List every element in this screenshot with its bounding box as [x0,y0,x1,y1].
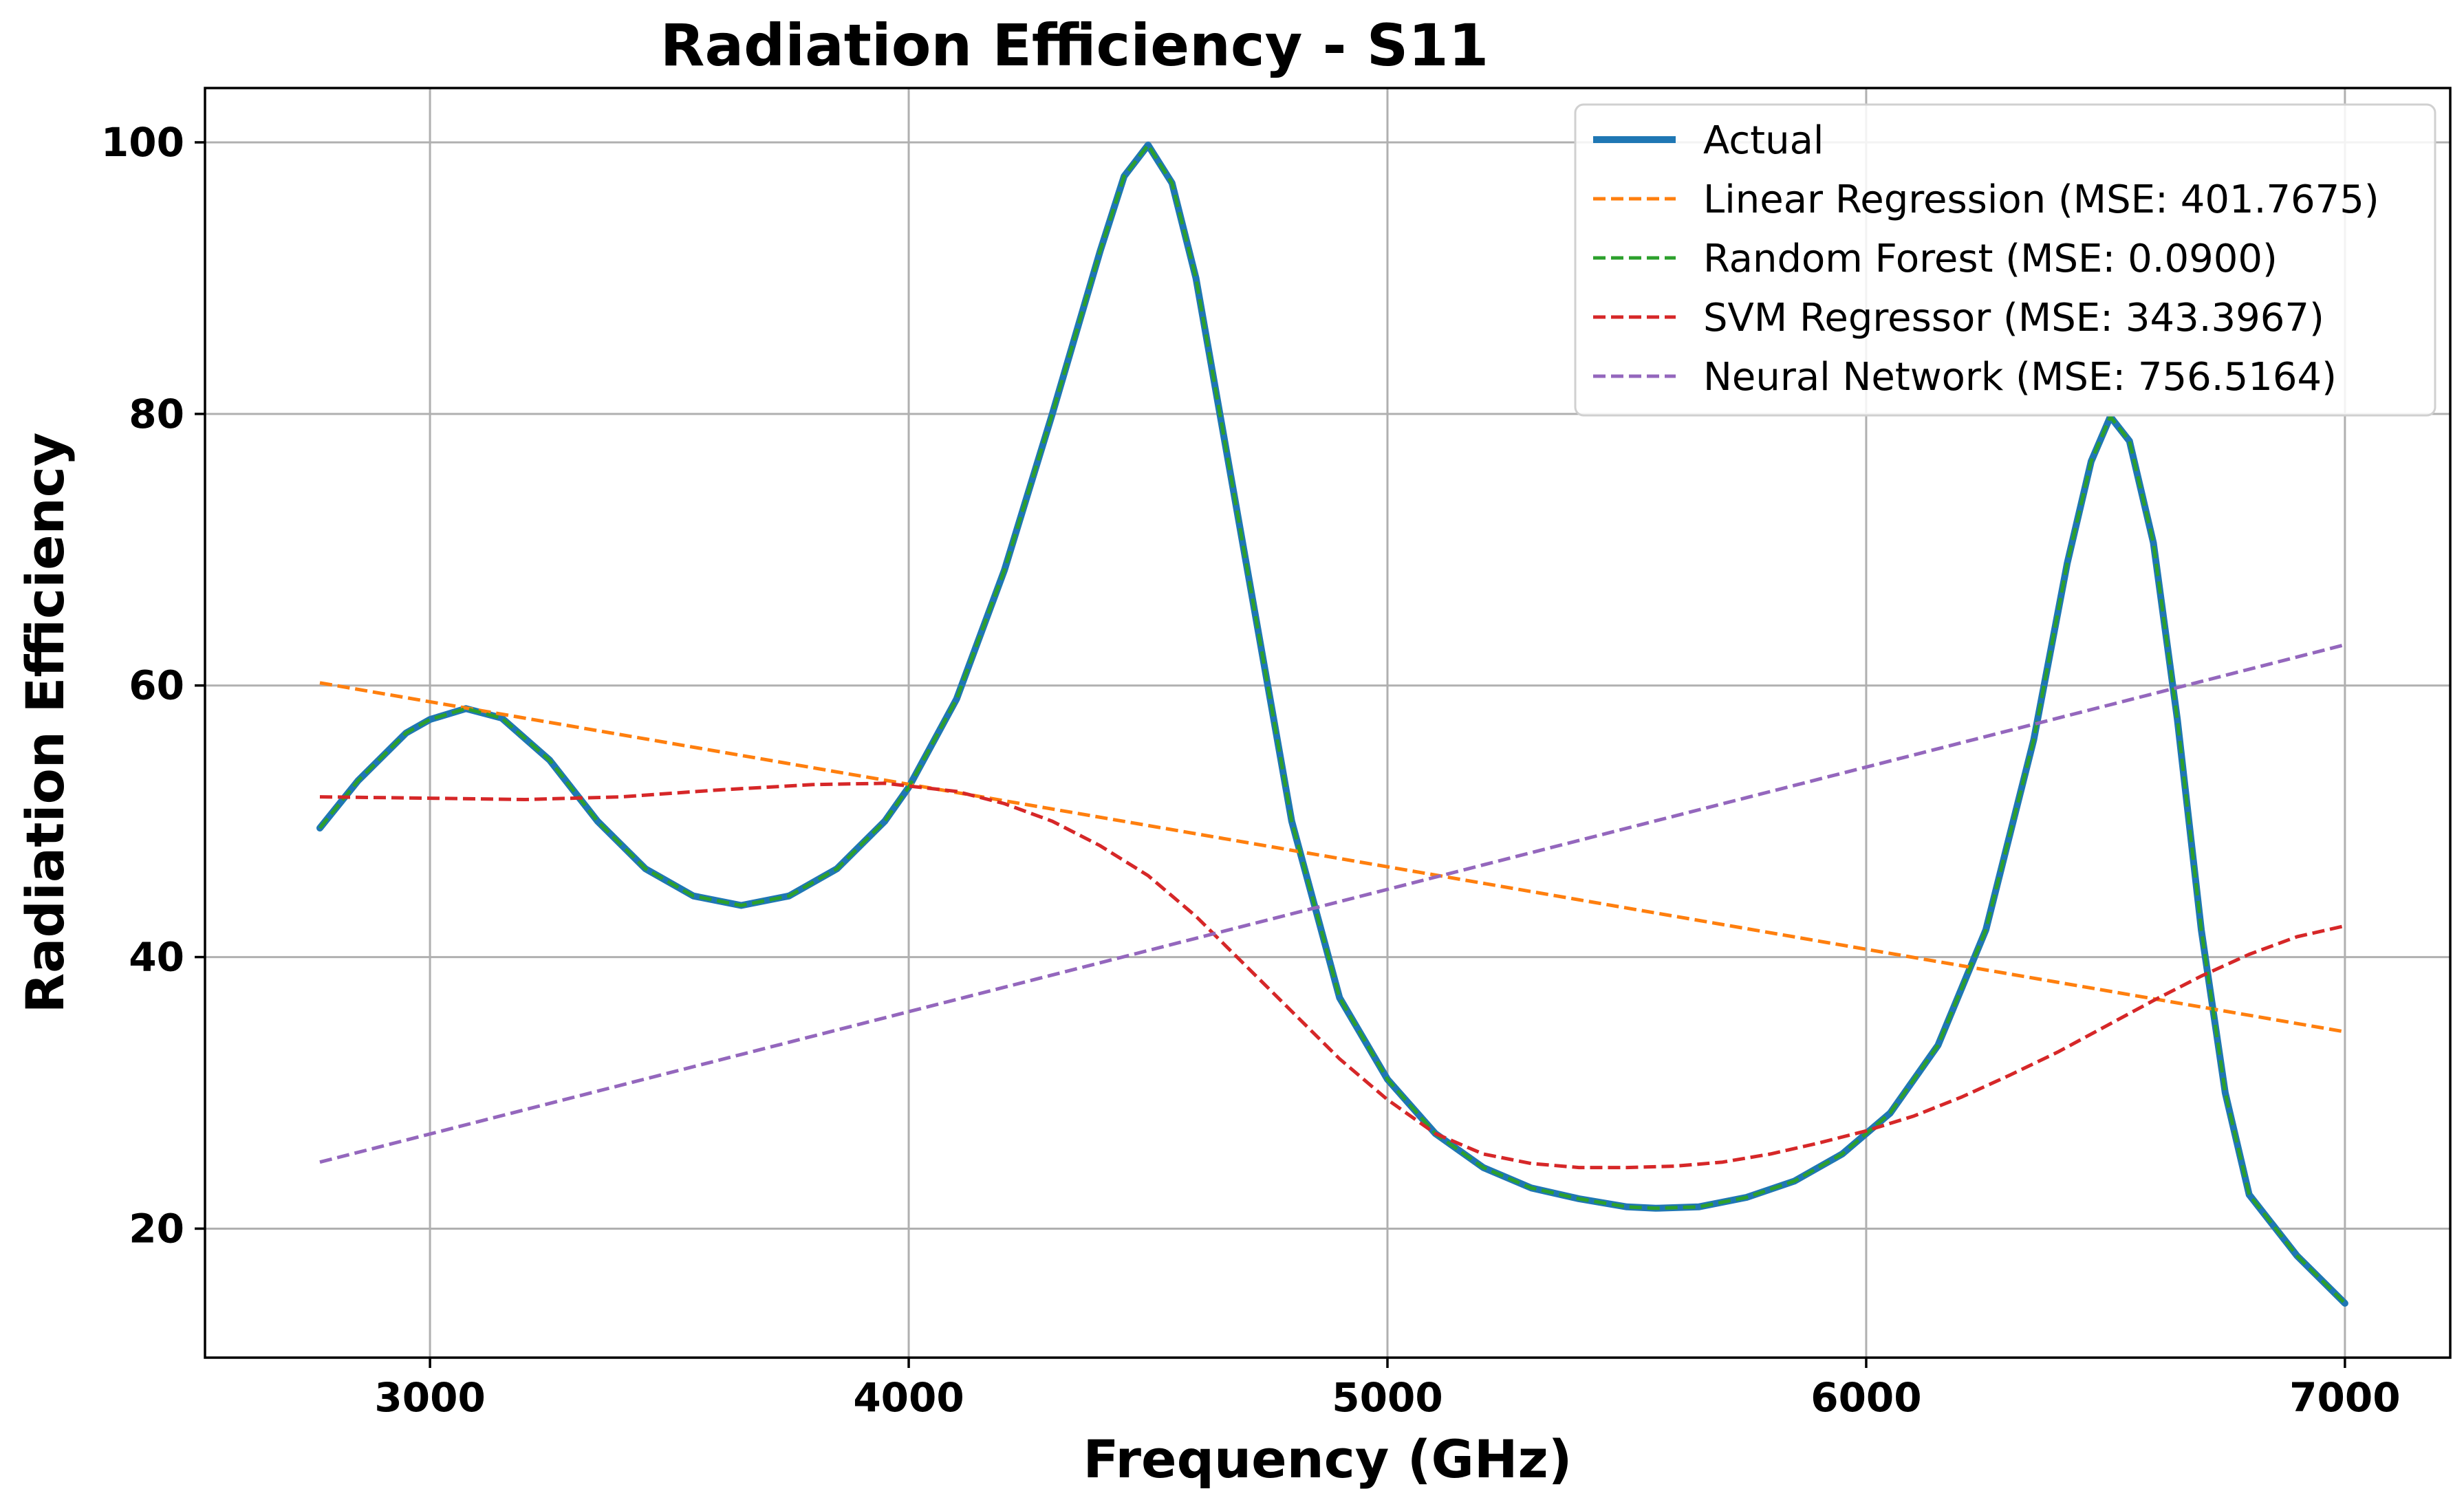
series-line-svm-regressor [319,781,2346,1170]
x-axis-label: Frequency (GHz) [1083,1428,1573,1490]
legend-entry: Actual [1703,118,1824,163]
legend-entry: SVM Regressor (MSE: 343.3967) [1703,296,2324,340]
y-tick-label: 100 [101,119,184,166]
series-line-random-forest [318,143,2346,1305]
plot-frame [204,87,2452,1359]
x-tick-label: 6000 [1811,1374,1921,1421]
series-line-neural-network [319,643,2346,1164]
y-tick-label: 20 [129,1205,184,1252]
series-line-linear-regression [319,681,2346,1034]
legend: Actual Linear Regression (MSE: 401.7675) R… [1574,103,2436,417]
y-axis-label: Radiation Efficiency [14,433,76,1014]
ticks: 3000 4000 5000 6000 7000 20 40 60 80 100 [101,119,2401,1421]
chart-title: Radiation Efficiency - S11 [660,12,1489,79]
legend-entry: Neural Network (MSE: 756.5164) [1703,355,2337,400]
x-tick-label: 7000 [2289,1374,2400,1421]
x-tick-label: 5000 [1332,1374,1442,1421]
legend-box [1574,103,2436,417]
x-tick-label: 4000 [853,1374,964,1421]
y-tick-label: 80 [129,391,184,437]
series-layer [316,141,2348,1307]
legend-entry: Random Forest (MSE: 0.0900) [1703,237,2278,281]
x-tick-label: 3000 [374,1374,485,1421]
y-tick-label: 60 [129,662,184,709]
y-tick-label: 40 [129,934,184,981]
legend-entry: Linear Regression (MSE: 401.7675) [1703,177,2379,222]
